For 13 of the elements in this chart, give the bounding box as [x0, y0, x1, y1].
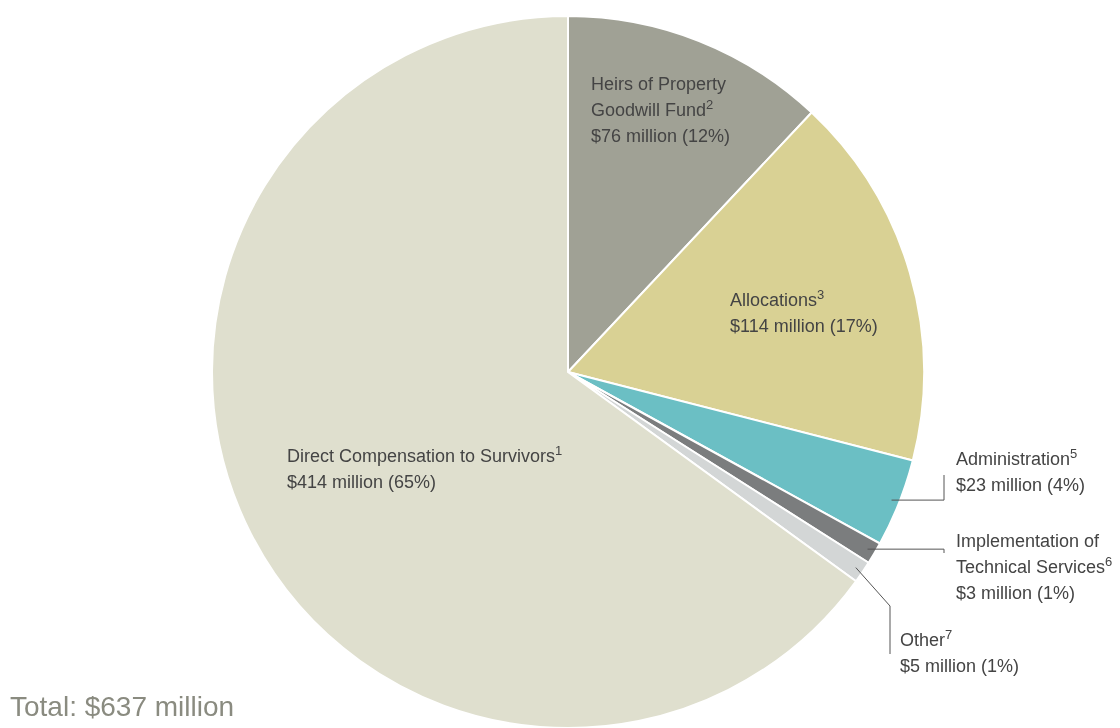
- slice-label: Direct Compensation to Survivors$^{1}$: [287, 442, 563, 466]
- data-label: $114 million (17%): [730, 316, 878, 336]
- data-label: $23 million (4%): [956, 475, 1086, 495]
- data-label: $3 million (1%): [956, 583, 1076, 603]
- data-label: $5 million (1%): [900, 656, 1020, 676]
- text: Total: $637 million: [10, 691, 235, 722]
- data-label: $414 million (65%): [287, 472, 437, 492]
- data-label: $76 million (12%): [591, 126, 731, 146]
- slice-label: Allocations$^{3}$: [730, 286, 825, 310]
- slice-label: Heirs of Property Goodwill Fund$^{2}$: [591, 74, 727, 120]
- slice-label: Implementation of Technical Services$^{6}$: [956, 531, 1113, 577]
- slice-label: Other$^{7}$: [900, 626, 953, 650]
- slice-label: Administration$^{5}$: [956, 445, 1078, 469]
